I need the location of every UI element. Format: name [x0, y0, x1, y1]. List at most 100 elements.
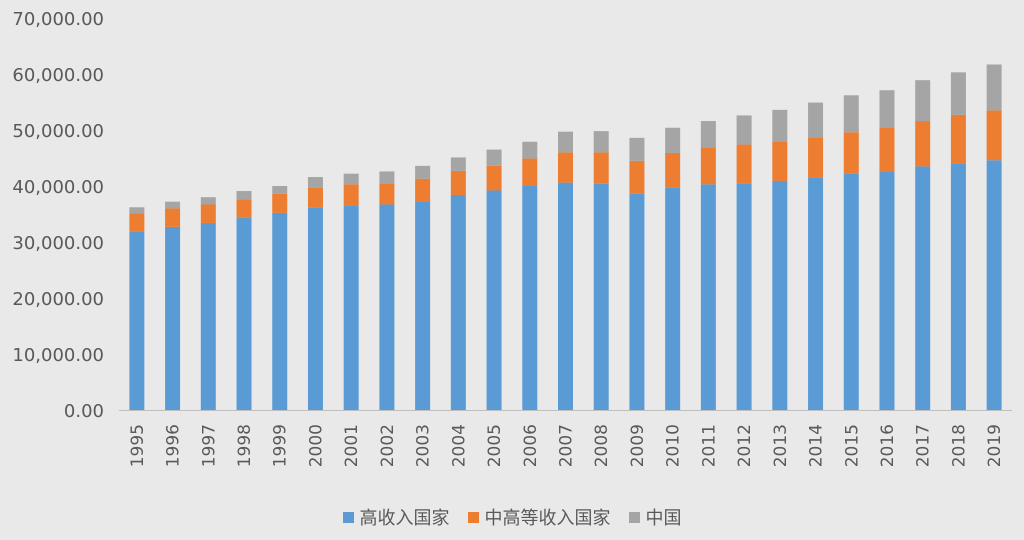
- bar-segment: [879, 127, 895, 172]
- x-tick-label: 2012: [735, 424, 755, 467]
- legend-label: 高收入国家: [359, 508, 450, 529]
- bar-segment: [343, 184, 359, 206]
- legend-label: 中高等收入国家: [484, 508, 611, 529]
- bar-segment: [986, 110, 1002, 161]
- bar-segment: [665, 187, 681, 410]
- bar-segment: [558, 131, 573, 153]
- legend-swatch: [342, 511, 354, 523]
- bar-segment: [272, 212, 288, 410]
- y-tick-label: 30,000.00: [12, 233, 104, 254]
- bar-segment: [700, 147, 716, 185]
- x-tick-label: 2008: [592, 424, 612, 467]
- bar-segment: [629, 160, 645, 194]
- bar-segment: [808, 102, 824, 138]
- bar-segment: [700, 184, 716, 410]
- y-tick-label: 70,000.00: [12, 9, 104, 30]
- bar-segment: [986, 64, 1002, 111]
- bar-segment: [379, 204, 395, 410]
- bar-segment: [522, 185, 538, 410]
- x-tick-label: 2014: [807, 424, 827, 467]
- bar-segment: [200, 204, 216, 223]
- bar-segment: [450, 170, 466, 195]
- bar-segment: [593, 131, 609, 153]
- bar-segment: [736, 183, 752, 410]
- bar-segment: [522, 158, 538, 186]
- y-tick-label: 50,000.00: [12, 121, 104, 142]
- x-tick-label: 2009: [628, 424, 648, 467]
- legend: 高收入国家 中高等收入国家 中国: [0, 504, 1024, 530]
- bar-segment: [915, 80, 931, 122]
- x-tick-label: 1995: [128, 424, 148, 467]
- bar-segment: [272, 186, 288, 194]
- bar-segment: [272, 193, 288, 213]
- bar-segment: [129, 231, 145, 410]
- legend-item-high-income: 高收入国家: [342, 504, 450, 530]
- bar-segment: [450, 194, 466, 410]
- bar-segment: [165, 226, 181, 410]
- bar-segment: [843, 173, 859, 410]
- x-tick-label: 2015: [842, 424, 862, 467]
- bar-segment: [415, 201, 431, 410]
- bar-segment: [343, 205, 359, 410]
- y-tick-label: 10,000.00: [12, 345, 104, 366]
- bar-segment: [593, 183, 609, 410]
- x-tick-label: 2010: [664, 424, 684, 467]
- x-tick-label: 2003: [414, 424, 434, 467]
- legend-swatch: [628, 511, 640, 523]
- bar-segment: [950, 114, 966, 164]
- bar-segment: [772, 141, 788, 181]
- bar-segment: [165, 201, 181, 209]
- bar-segment: [486, 190, 502, 410]
- x-tick-label: 1996: [164, 424, 184, 467]
- bar-segment: [415, 165, 431, 179]
- x-tick-label: 2007: [557, 424, 577, 467]
- bar-segment: [629, 193, 645, 410]
- x-tick-label: 2017: [914, 424, 934, 467]
- x-tick-label: 2001: [342, 424, 362, 467]
- bar-segment: [736, 115, 752, 145]
- legend-item-china: 中国: [628, 504, 682, 530]
- x-tick-label: 2018: [949, 424, 969, 467]
- bar-segment: [450, 157, 466, 171]
- bar-segment: [415, 178, 431, 202]
- bar-segment: [379, 171, 395, 184]
- x-tick-label: 2000: [306, 424, 326, 467]
- bar-segment: [129, 207, 145, 214]
- bar-segment: [950, 163, 966, 410]
- bar-segment: [665, 127, 681, 153]
- bar-segment: [808, 137, 824, 178]
- bar-segment: [593, 152, 609, 184]
- legend-swatch: [467, 511, 479, 523]
- bar-segment: [165, 208, 181, 227]
- bar-segment: [200, 197, 216, 205]
- bar-segment: [700, 121, 716, 148]
- bar-segment: [343, 173, 359, 185]
- x-axis: 1995 1996 1997 1998 1999 2000 2001 2002 2003 2004…: [119, 410, 1012, 467]
- bar-segment: [736, 144, 752, 184]
- y-tick-label: 20,000.00: [12, 289, 104, 310]
- x-tick-label: 2019: [985, 424, 1005, 467]
- bar-segment: [307, 177, 323, 188]
- bar-segment: [843, 95, 859, 133]
- bar-segment: [558, 152, 573, 183]
- bar-segment: [879, 90, 895, 128]
- bar-segment: [558, 182, 573, 410]
- bar-segment: [200, 222, 216, 410]
- x-tick-label: 2004: [449, 424, 469, 467]
- bar-segment: [772, 109, 788, 142]
- bars: [129, 64, 1002, 410]
- x-tick-label: 2002: [378, 424, 398, 467]
- bar-segment: [486, 149, 502, 166]
- bar-segment: [236, 199, 252, 218]
- bar-segment: [879, 172, 895, 410]
- x-tick-label: 2005: [485, 424, 505, 467]
- bar-segment: [915, 166, 931, 410]
- chart-plot-area: 0.00 10,000.00 20,000.00 30,000.00 40,000.00…: [12, 9, 1012, 467]
- bar-segment: [665, 152, 681, 188]
- legend-item-upper-middle-income: 中高等收入国家: [467, 504, 611, 530]
- bar-segment: [129, 213, 145, 232]
- bar-segment: [808, 177, 824, 410]
- bar-segment: [915, 121, 931, 167]
- bar-segment: [486, 165, 502, 191]
